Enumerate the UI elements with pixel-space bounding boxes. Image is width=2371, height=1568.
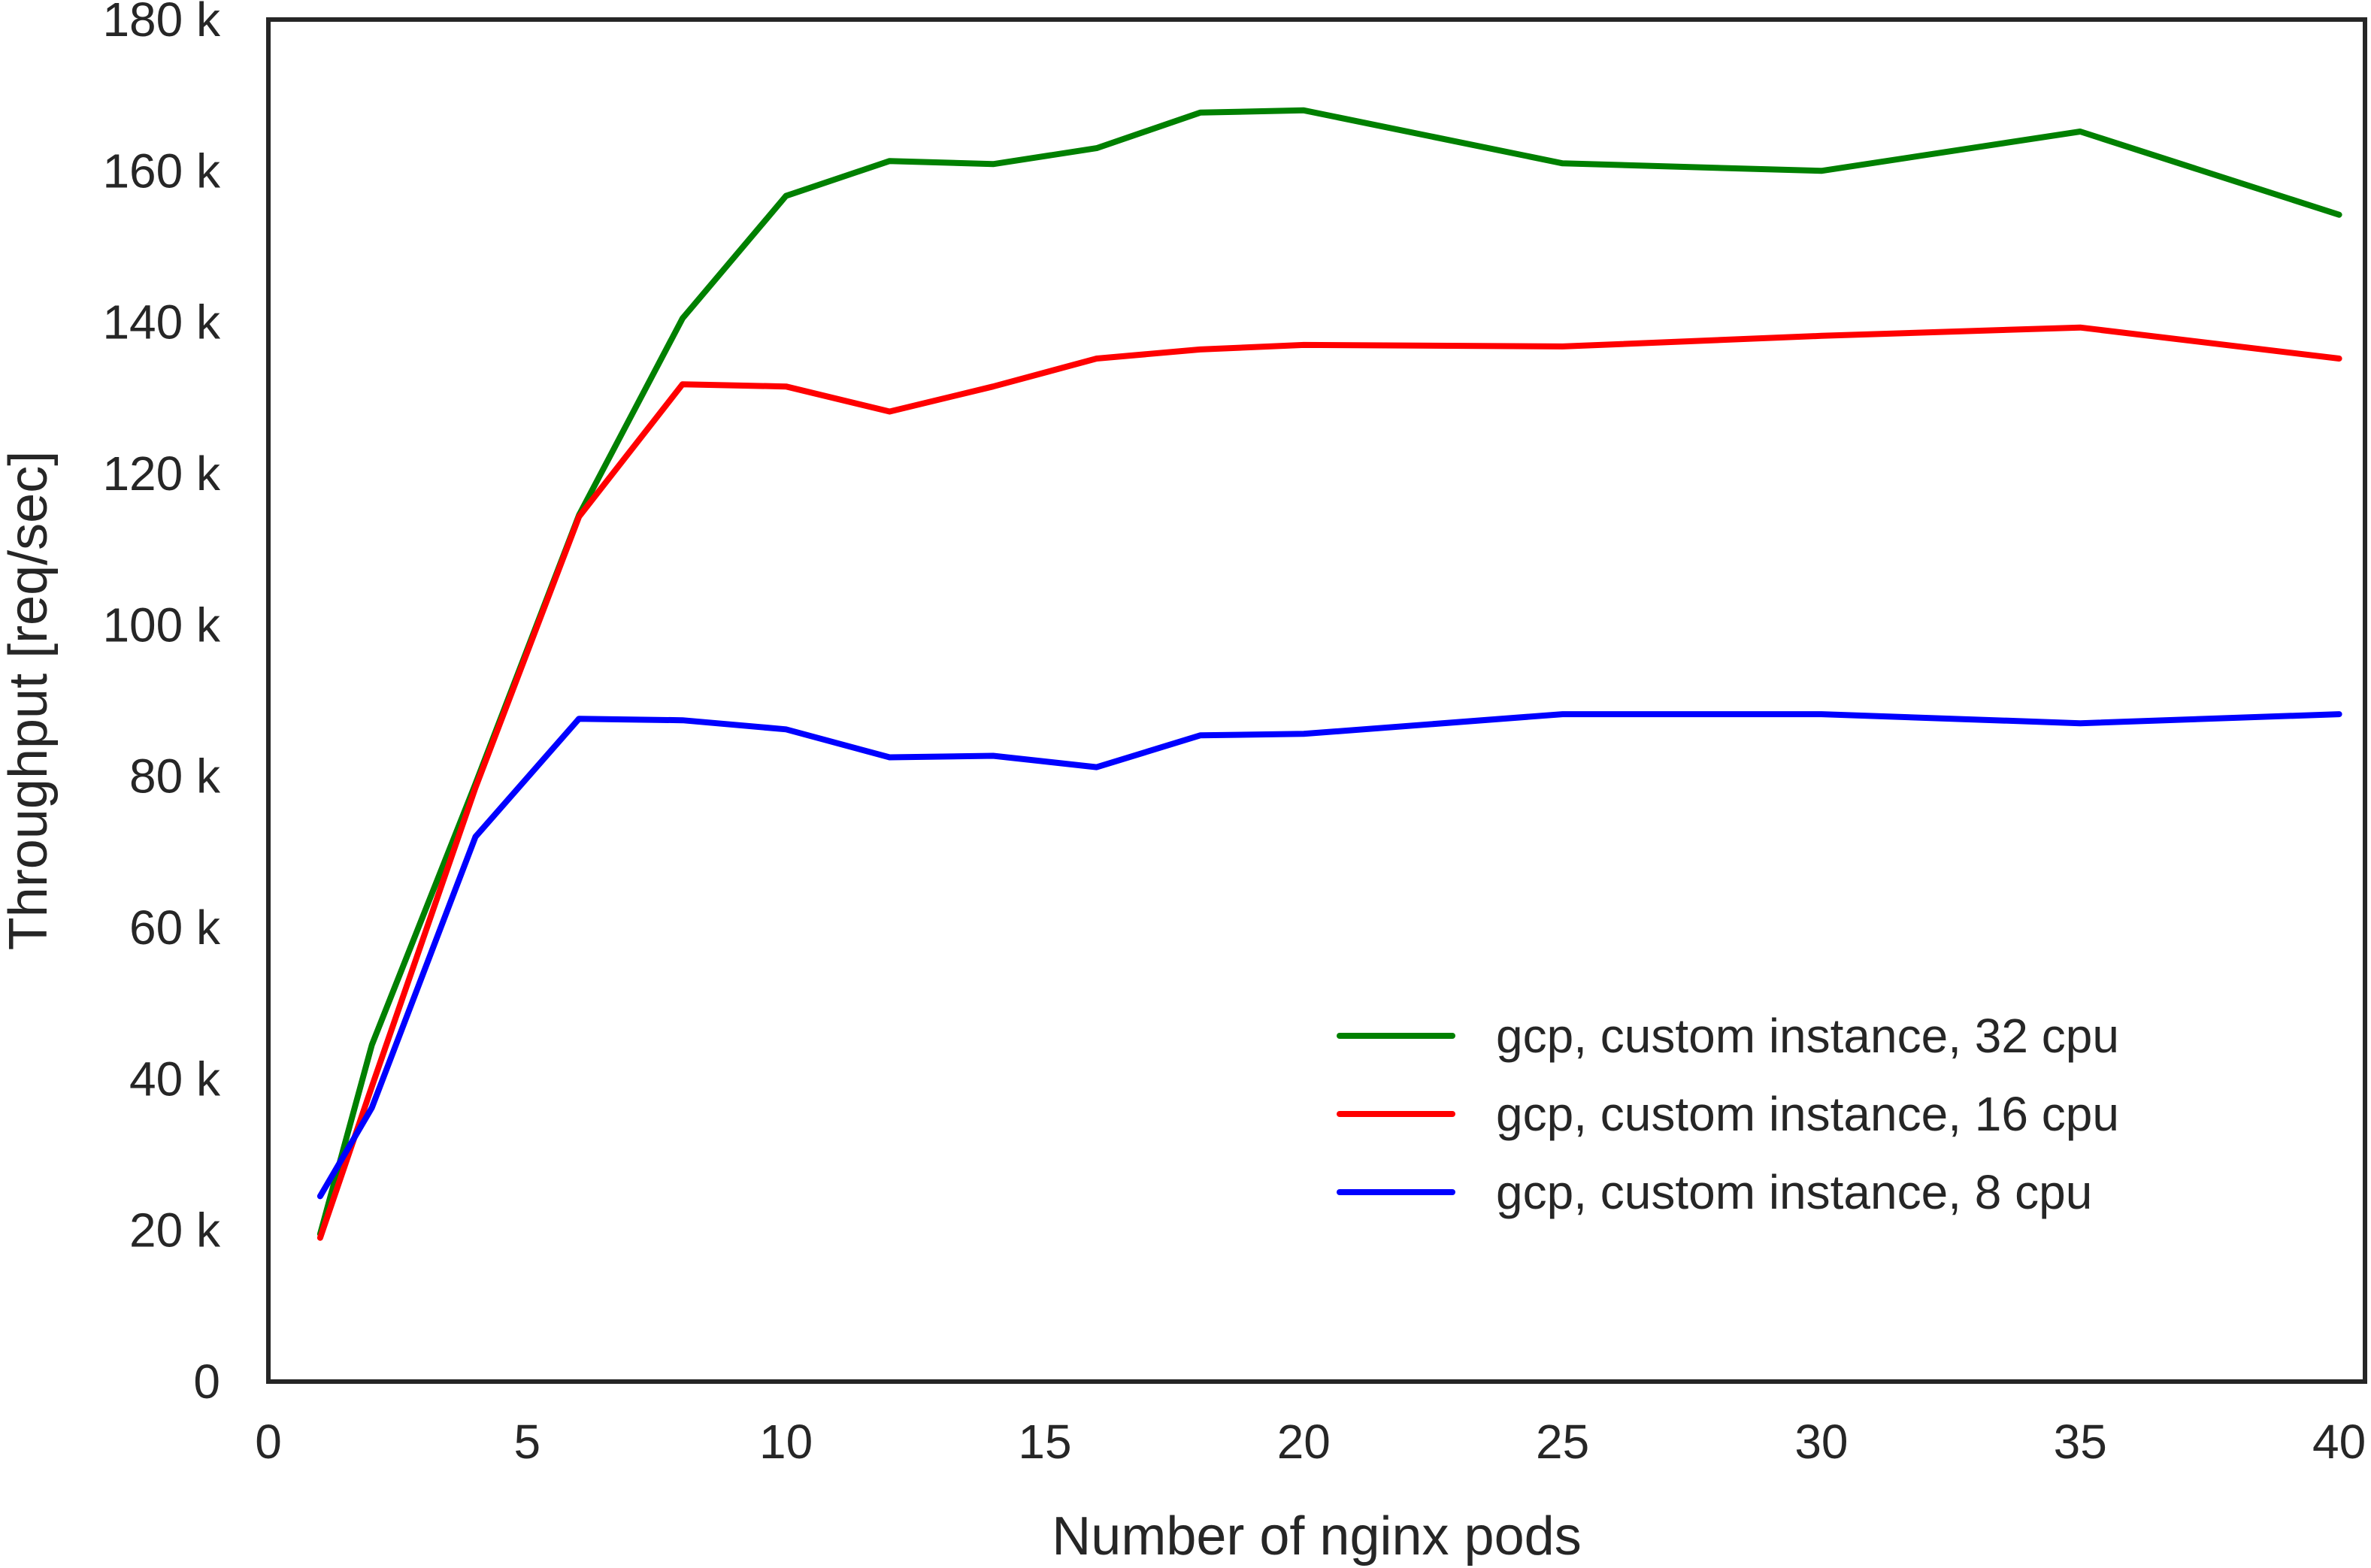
series-line-3 [316,711,2342,1200]
y-tick-label: 80 k [129,749,221,804]
legend-label: gcp, custom instance, 8 cpu [1496,1165,2092,1219]
x-tick-label: 0 [255,1415,282,1469]
x-tick-label: 40 [2312,1415,2366,1469]
y-tick-label: 20 k [129,1203,221,1258]
x-tick-label: 20 [1277,1415,1331,1469]
x-axis: 0 5 10 15 20 25 30 35 40 [255,1415,2366,1469]
x-tick-label: 30 [1794,1415,1848,1469]
plot-frame [266,17,2367,1384]
y-tick-label: 140 k [102,295,221,350]
x-tick-label: 25 [1536,1415,1589,1469]
x-tick-label: 15 [1018,1415,1071,1469]
y-tick-label: 120 k [102,446,221,501]
x-tick-label: 10 [759,1415,813,1469]
x-tick-label: 5 [514,1415,541,1469]
y-axis: 0 20 k 40 k 60 k 80 k 100 k 120 k 140 k 160 k 180… [102,0,221,1409]
y-tick-label: 100 k [102,598,221,652]
y-tick-label: 60 k [129,901,221,955]
y-tick-label: 0 [193,1355,220,1409]
series-line-2 [316,324,2342,1241]
legend-label: gcp, custom instance, 32 cpu [1496,1009,2119,1063]
x-axis-title: Number of nginx pods [1052,1506,1581,1566]
legend: gcp, custom instance, 32 cpu gcp, custom … [1337,1009,2119,1219]
y-tick-label: 160 k [102,144,221,198]
y-tick-label: 180 k [102,0,221,47]
series-line-1 [316,107,2342,1237]
series-layer [316,107,2342,1241]
y-tick-label: 40 k [129,1052,221,1106]
y-axis-title: Throughput [req/sec] [0,451,59,950]
x-tick-label: 35 [2054,1415,2107,1469]
legend-label: gcp, custom instance, 16 cpu [1496,1087,2119,1141]
